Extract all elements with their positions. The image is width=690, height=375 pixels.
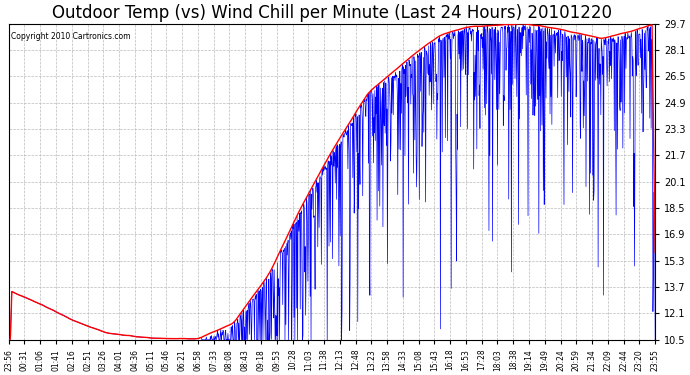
Title: Outdoor Temp (vs) Wind Chill per Minute (Last 24 Hours) 20101220: Outdoor Temp (vs) Wind Chill per Minute … xyxy=(52,4,612,22)
Text: Copyright 2010 Cartronics.com: Copyright 2010 Cartronics.com xyxy=(10,32,130,40)
